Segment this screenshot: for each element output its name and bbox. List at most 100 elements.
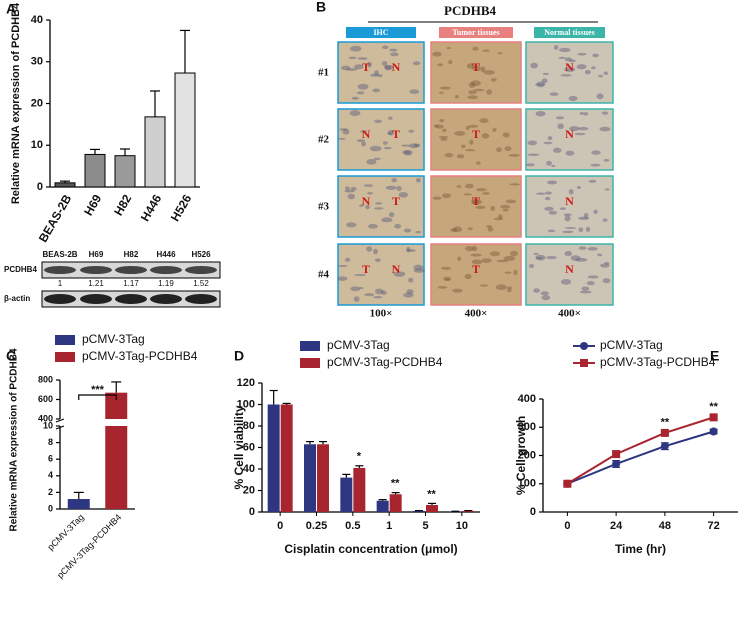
bar (376, 500, 389, 512)
cell-texture (543, 141, 553, 145)
cell-texture (345, 68, 358, 71)
bar (84, 153, 106, 188)
magnification: 100× (370, 308, 393, 320)
y-tick-label: 20 (31, 97, 43, 109)
cell-texture (464, 273, 472, 280)
tissue-label: N (565, 127, 574, 141)
cell-texture (475, 65, 481, 72)
marker (709, 427, 718, 436)
cell-texture (596, 93, 604, 100)
cell-texture (591, 66, 596, 70)
legend-marker (580, 342, 588, 350)
cell-texture (393, 271, 406, 277)
cell-texture (487, 226, 494, 232)
cell-texture (381, 45, 389, 49)
cell-texture (467, 95, 479, 100)
cell-texture (548, 210, 558, 215)
cell-texture (441, 128, 447, 133)
cell-texture (576, 186, 582, 189)
cell-texture (409, 89, 420, 94)
cell-texture (553, 147, 562, 153)
cell-texture (387, 132, 392, 135)
cell-texture (496, 259, 509, 263)
blot-band (80, 294, 112, 304)
significance: ** (391, 478, 400, 490)
cell-texture (440, 266, 452, 270)
cell-texture (479, 118, 489, 124)
significance: ** (427, 488, 436, 500)
bar (114, 155, 136, 188)
cell-texture (541, 295, 551, 301)
y-tick-label: 10 (43, 420, 53, 430)
legend-label: pCMV-3Tag-PCDHB4 (600, 355, 716, 369)
y-tick-label: 0 (37, 181, 43, 193)
cell-texture (456, 154, 465, 159)
x-tick-label: 10 (456, 520, 468, 532)
y-tick-label: 30 (31, 56, 43, 68)
legend-label: pCMV-3Tag (600, 338, 663, 352)
cell-texture (342, 128, 350, 135)
x-tick-label: H446 (138, 192, 165, 224)
ihc-image (525, 243, 614, 306)
cell-texture (406, 289, 414, 295)
ratio: 1.21 (88, 279, 104, 288)
cell-texture (565, 150, 575, 156)
cell-texture (406, 249, 416, 252)
cell-texture (583, 112, 589, 116)
y-axis-label: Relative mRNA expression of PCDHB4 (10, 2, 22, 204)
cell-texture (553, 44, 559, 50)
cell-texture (534, 83, 546, 86)
cell-texture (444, 153, 454, 158)
y-tick-label: 200 (518, 449, 536, 461)
cell-texture (408, 277, 414, 283)
cell-texture (551, 164, 556, 167)
cell-texture (373, 248, 378, 255)
cell-texture (453, 226, 463, 233)
cell-texture (413, 264, 424, 271)
cell-texture (536, 81, 545, 88)
cell-texture (546, 160, 552, 166)
cell-texture (432, 196, 442, 200)
ihc-image (525, 41, 614, 104)
cell-texture (450, 228, 458, 232)
legend-swatch (55, 335, 75, 345)
cell-texture (588, 179, 597, 183)
cell-texture (381, 217, 393, 223)
cell-texture (544, 196, 551, 201)
cell-texture (385, 185, 397, 190)
cell-texture (346, 222, 357, 228)
column-header (534, 27, 605, 38)
legend-label: pCMV-3Tag-PCDHB4 (327, 355, 443, 369)
lane-label: H526 (191, 250, 211, 259)
cell-texture (403, 292, 414, 298)
legend-swatch (300, 341, 320, 351)
column-header (439, 27, 513, 38)
cell-texture (578, 227, 584, 233)
cell-texture (413, 143, 421, 147)
cell-texture (575, 257, 588, 262)
tissue-label: N (565, 60, 574, 74)
cell-texture (432, 51, 442, 57)
cell-texture (347, 193, 356, 200)
cell-texture (535, 110, 546, 117)
cell-texture (483, 70, 495, 75)
x-axis-label: Time (hr) (615, 542, 666, 556)
blot-band (185, 266, 217, 274)
cell-texture (564, 215, 571, 222)
cell-texture (463, 193, 473, 196)
significance: ** (661, 416, 670, 428)
y-axis-label: % Cell growth (514, 416, 528, 495)
cell-texture (351, 96, 360, 100)
cell-texture (380, 290, 387, 295)
magnification: 400× (558, 308, 581, 320)
cell-texture (493, 217, 504, 221)
cell-texture (481, 133, 490, 139)
y-tick-label: 20 (243, 484, 255, 496)
tissue-label: T (472, 127, 480, 141)
cell-texture (363, 184, 374, 187)
cell-texture (374, 258, 381, 263)
x-tick-label: H526 (168, 192, 195, 224)
cell-texture (339, 128, 348, 131)
cell-texture (560, 279, 572, 285)
cell-texture (441, 193, 452, 199)
